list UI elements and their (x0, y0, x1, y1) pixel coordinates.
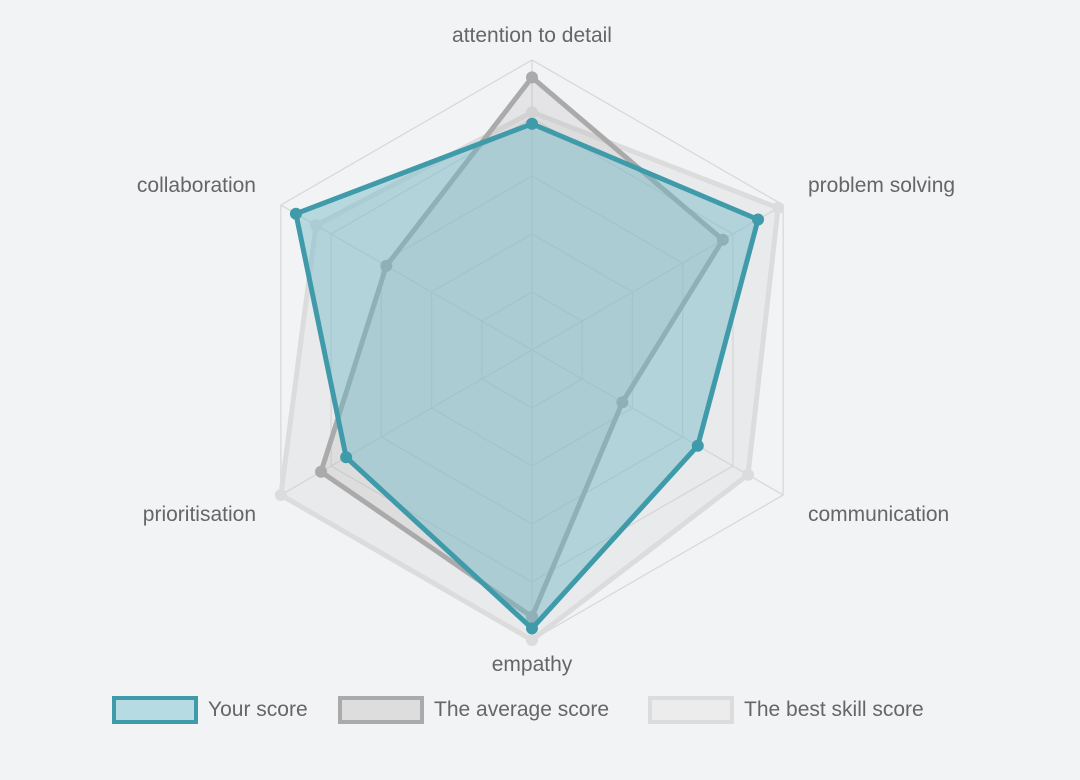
data-point[interactable] (526, 610, 538, 623)
axis-line (280, 204, 533, 351)
series-1 (315, 71, 729, 623)
series-area (293, 121, 761, 631)
radar-chart-svg: attention to detail problem solving commun… (137, 24, 955, 676)
axis-line (531, 349, 784, 496)
axis-label: prioritisation (143, 503, 256, 526)
data-point[interactable] (526, 71, 538, 84)
data-point[interactable] (526, 117, 538, 130)
axis-label: empathy (492, 653, 573, 676)
legend-label-best-skill-score: The best skill score (744, 698, 924, 721)
data-point[interactable] (752, 213, 765, 226)
data-point[interactable] (526, 634, 538, 646)
legend-item-your-score[interactable]: Your score (112, 694, 308, 726)
data-point[interactable] (310, 219, 323, 232)
data-point[interactable] (526, 622, 538, 635)
axis-label: problem solving (808, 174, 955, 197)
series-0 (289, 117, 765, 635)
data-point[interactable] (741, 468, 754, 481)
legend-item-average-score[interactable]: The average score (338, 694, 609, 726)
data-point[interactable] (691, 439, 704, 452)
legend-swatch-your-score (112, 696, 198, 724)
series-layer (274, 71, 785, 646)
legend-swatch-average-score (338, 696, 424, 724)
data-point[interactable] (716, 233, 729, 246)
axis-label-layer: attention to detail problem solving commun… (137, 24, 955, 676)
axis-label: communication (808, 503, 949, 526)
axis-label: attention to detail (452, 24, 612, 47)
data-point[interactable] (772, 201, 785, 214)
data-point[interactable] (315, 465, 328, 478)
axis-line (531, 204, 784, 351)
legend-swatch-best-skill-score (648, 696, 734, 724)
data-point[interactable] (289, 207, 302, 220)
data-point[interactable] (274, 489, 287, 501)
data-point[interactable] (526, 106, 538, 119)
legend-item-best-skill-score[interactable]: The best skill score (648, 694, 924, 726)
data-point[interactable] (340, 451, 353, 464)
legend: Your score The average score The best sk… (0, 690, 1080, 730)
data-point[interactable] (616, 396, 629, 409)
axis-label: collaboration (137, 174, 256, 197)
legend-label-average-score: The average score (434, 698, 610, 721)
legend-label-your-score: Your score (208, 698, 308, 721)
data-point[interactable] (380, 259, 393, 272)
